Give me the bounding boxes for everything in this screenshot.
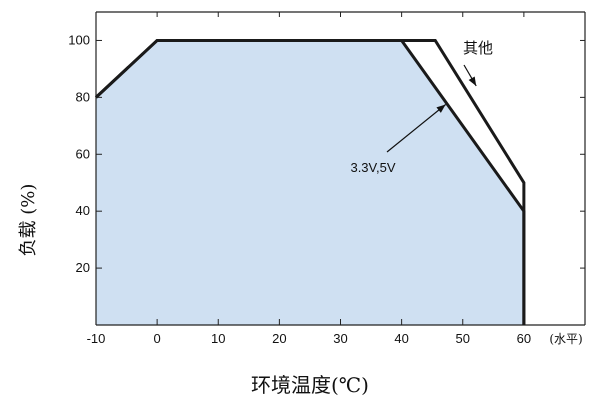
y-tick-label: 20 (76, 260, 90, 275)
x-tick-label: 20 (272, 331, 286, 346)
text-layer: -10 0 10 20 30 40 50 60 20 40 60 80 100 (68, 32, 531, 346)
x-tick-label: -10 (87, 331, 106, 346)
y-tick-label: 40 (76, 203, 90, 218)
y-axis-title: 负载 (%) (18, 184, 39, 257)
area-fill-3v3-5v (96, 40, 524, 326)
axes-layer (95, 11, 586, 326)
annotation-3v3-5v-arrow (386, 104, 447, 153)
x-tick-label: 50 (456, 331, 470, 346)
annotation-other-label: 其他 (463, 39, 493, 57)
y-tick-label: 80 (76, 89, 90, 104)
annotation-other-arrow-head (468, 76, 477, 86)
y-tick-label: 60 (76, 146, 90, 161)
annotation-3v3-5v-label: 3.3V,5V (350, 160, 395, 175)
x-tick-label: 10 (211, 331, 225, 346)
x-tick-label: 40 (394, 331, 408, 346)
lines-layer (94, 38, 526, 325)
fill-layer (96, 40, 524, 326)
x-tick-label: 30 (333, 331, 347, 346)
x-axis-title: 环境温度(℃) (251, 373, 369, 397)
x-tick-label: 0 (154, 331, 161, 346)
y-tick-label: 100 (68, 32, 90, 47)
series-line-other (94, 38, 526, 325)
x-unit-note: (水平) (549, 332, 582, 346)
x-tick-label: 60 (517, 331, 531, 346)
annotation-3v3-5v-arrow-head (436, 104, 446, 113)
